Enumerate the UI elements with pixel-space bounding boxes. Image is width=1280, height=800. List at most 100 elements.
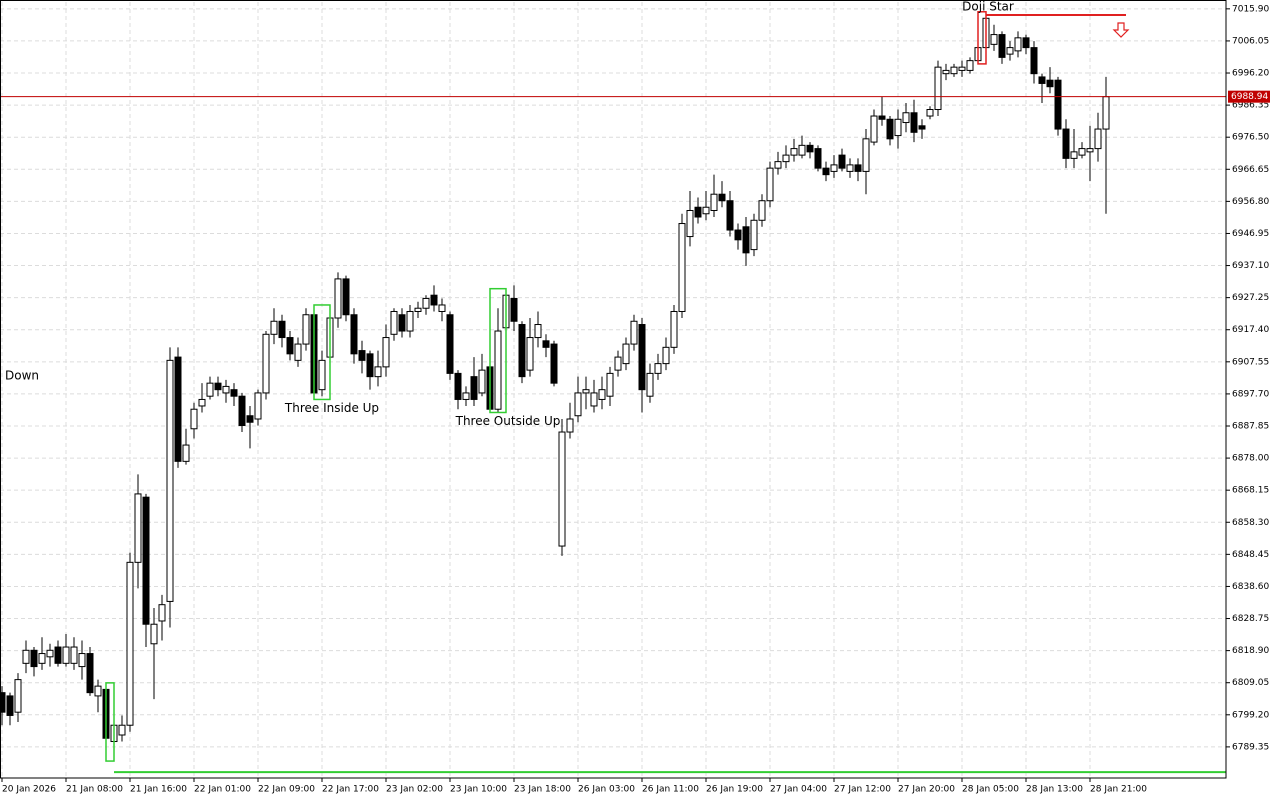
candle-body xyxy=(94,685,102,697)
x-tick-label: 27 Jan 20:00 xyxy=(898,785,955,795)
candle-body xyxy=(278,320,286,339)
candle-body xyxy=(6,695,14,716)
candle-body xyxy=(182,444,190,462)
candle-body xyxy=(270,320,278,335)
candle-body xyxy=(174,356,182,462)
price-tag xyxy=(1228,90,1270,103)
y-tick-label: 6917.40 xyxy=(1232,325,1269,335)
candle-body xyxy=(958,66,966,71)
pattern-box xyxy=(105,682,115,762)
candle-body xyxy=(366,353,374,378)
candle-body xyxy=(118,724,126,736)
candle-body xyxy=(638,324,646,391)
candle-body xyxy=(566,418,574,433)
pattern-box xyxy=(313,304,331,401)
candle-body xyxy=(1054,79,1062,130)
candle-body xyxy=(694,206,702,218)
x-tick-label: 23 Jan 10:00 xyxy=(450,785,507,795)
x-tick-label: 22 Jan 09:00 xyxy=(258,785,315,795)
candle-body xyxy=(1030,47,1038,75)
candle-body xyxy=(430,294,438,306)
pattern-box xyxy=(489,287,507,414)
candle-body xyxy=(198,398,206,407)
y-tick-label: 6986.35 xyxy=(1232,101,1269,111)
candle-body xyxy=(526,337,534,371)
candle-body xyxy=(494,330,502,410)
candle-body xyxy=(582,389,590,394)
candle-body xyxy=(878,115,886,120)
candle-body xyxy=(358,350,366,361)
candle-body xyxy=(774,161,782,169)
x-tick-label: 20 Jan 2026 xyxy=(2,785,56,795)
x-tick-label: 22 Jan 01:00 xyxy=(194,785,251,795)
x-tick-label: 27 Jan 04:00 xyxy=(770,785,827,795)
y-tick-label: 6848.45 xyxy=(1232,550,1269,560)
y-tick-label: 6868.15 xyxy=(1232,486,1269,496)
x-tick-label: 21 Jan 16:00 xyxy=(130,785,187,795)
candle-body xyxy=(230,389,238,397)
candle-body xyxy=(1094,128,1102,150)
candle-body xyxy=(830,164,838,172)
candle-body xyxy=(454,372,462,400)
candle-body xyxy=(334,278,342,319)
pattern-label: Three Inside Up xyxy=(284,401,379,415)
candle-body xyxy=(510,297,518,322)
candle-body xyxy=(854,164,862,172)
y-tick-label: 6838.60 xyxy=(1232,582,1269,592)
candle-body xyxy=(734,229,742,241)
y-tick-label: 6927.25 xyxy=(1232,293,1269,303)
candle-body xyxy=(1062,128,1070,159)
y-tick-label: 6858.30 xyxy=(1232,518,1269,528)
candle-body xyxy=(726,200,734,231)
candle-body xyxy=(1078,148,1086,156)
candle-body xyxy=(462,392,470,400)
candle-body xyxy=(22,649,30,664)
candle-body xyxy=(142,496,150,625)
candle-body xyxy=(534,324,542,339)
candle-body xyxy=(926,109,934,117)
candle-body xyxy=(438,304,446,312)
candle-body xyxy=(846,164,854,172)
y-tick-label: 6809.05 xyxy=(1232,678,1269,688)
y-tick-label: 6996.20 xyxy=(1232,69,1269,79)
pattern-label: Three Outside Up xyxy=(455,414,561,428)
candle-body xyxy=(1022,37,1030,49)
x-tick-label: 23 Jan 02:00 xyxy=(386,785,443,795)
candle-body xyxy=(574,392,582,417)
candle-body xyxy=(150,623,158,645)
candle-body xyxy=(134,493,142,563)
candle-body xyxy=(1,692,6,713)
candle-body xyxy=(190,408,198,430)
candle-body xyxy=(302,314,310,345)
candle-body xyxy=(606,372,614,397)
candle-body xyxy=(822,167,830,176)
candle-body xyxy=(902,112,910,124)
candle-body xyxy=(158,604,166,622)
candle-body xyxy=(470,376,478,400)
candle-body xyxy=(942,69,950,75)
y-tick-label: 6818.90 xyxy=(1232,646,1269,656)
y-tick-label: 6907.55 xyxy=(1232,357,1269,367)
candle-body xyxy=(718,193,726,202)
candle-body xyxy=(406,310,414,332)
candle-body xyxy=(662,346,670,365)
candle-body xyxy=(254,392,262,420)
candle-body xyxy=(166,359,174,602)
y-tick-label: 7015.90 xyxy=(1232,4,1269,14)
y-tick-label: 6956.80 xyxy=(1232,197,1269,207)
candle-body xyxy=(806,144,814,153)
candle-body xyxy=(710,193,718,211)
candle-body xyxy=(790,148,798,156)
candle-body xyxy=(518,324,526,378)
x-tick-label: 26 Jan 11:00 xyxy=(642,785,699,795)
candle-body xyxy=(966,60,974,71)
x-tick-label: 26 Jan 03:00 xyxy=(578,785,635,795)
candle-body xyxy=(598,389,606,400)
x-tick-label: 27 Jan 12:00 xyxy=(834,785,891,795)
candle-body xyxy=(950,66,958,75)
plot-area xyxy=(1,2,1226,778)
candle-body xyxy=(670,310,678,348)
candle-body xyxy=(838,154,846,169)
x-tick-label: 23 Jan 18:00 xyxy=(514,785,571,795)
